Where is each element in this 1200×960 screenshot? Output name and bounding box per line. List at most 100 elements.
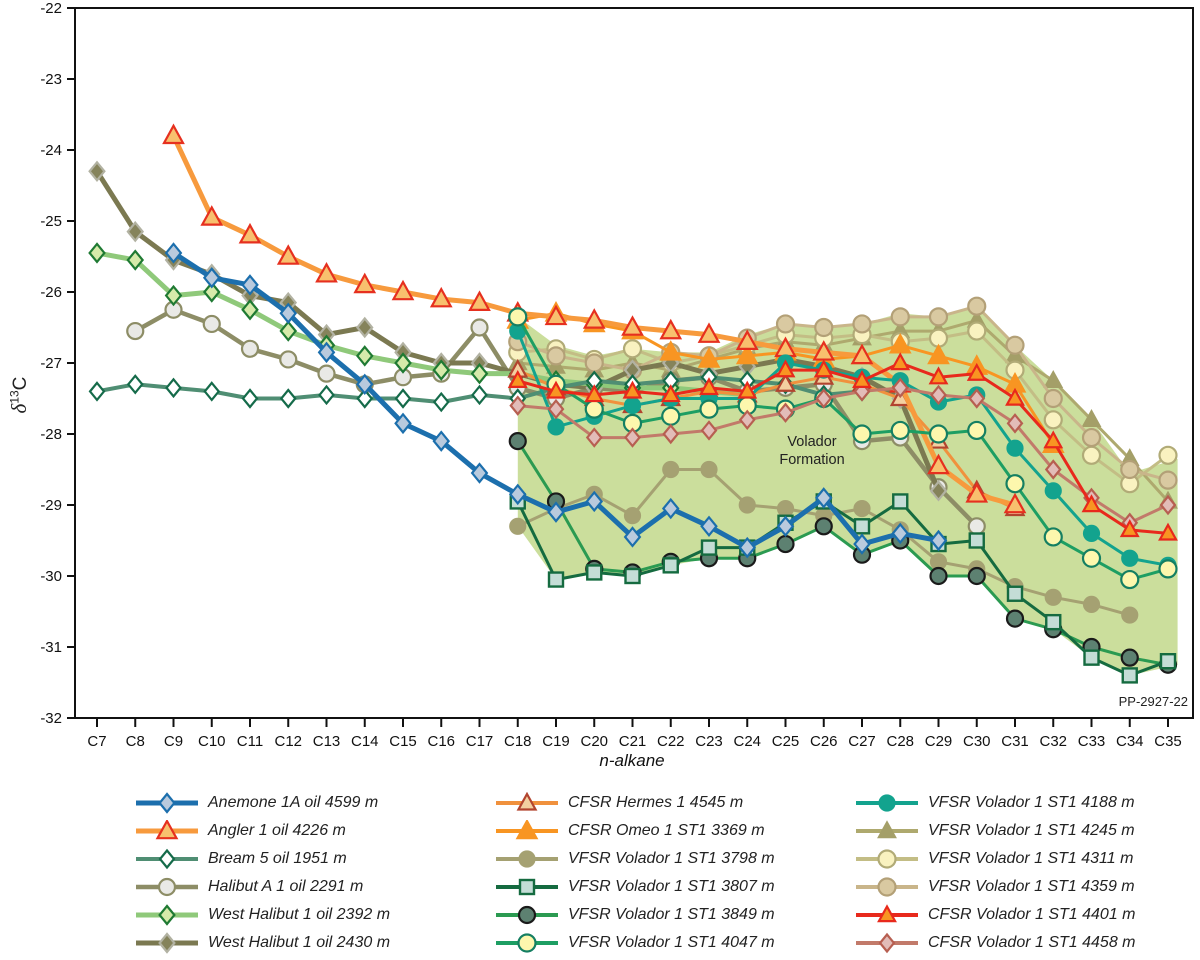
circle-marker: [1005, 335, 1025, 355]
legend-item-vfsr-volador-1-st1-3807-m: VFSR Volador 1 ST1 3807 m: [495, 873, 775, 901]
triangle-marker: [276, 244, 300, 265]
x-tick-label: C35: [1154, 733, 1182, 750]
y-tick-label: -22: [40, 0, 62, 17]
diamond-marker: [394, 352, 412, 374]
diamond-marker: [88, 242, 106, 264]
y-tick-label: -23: [40, 71, 62, 88]
x-tick-label: C17: [466, 733, 494, 750]
diamond-marker: [1006, 413, 1024, 434]
legend-sample: [856, 849, 918, 869]
legend-item-vfsr-volador-1-st1-4188-m: VFSR Volador 1 ST1 4188 m: [855, 789, 1136, 817]
diamond-marker: [126, 374, 144, 395]
x-tick-label: C30: [963, 733, 991, 750]
chart-plot-area: -22 -23 -24 -25 -26 -27 -28 -29 -30 -31 -32 C7 C8 C9 C…: [40, 0, 1194, 750]
triangle-marker: [1003, 492, 1027, 514]
circle-marker: [877, 849, 897, 869]
triangle-marker: [353, 272, 377, 294]
x-tick-label: C18: [504, 733, 532, 750]
diamond-marker: [158, 932, 176, 954]
diamond-marker: [547, 501, 565, 523]
triangle-marker: [507, 369, 528, 388]
legend-sample: [496, 792, 558, 811]
x-tick-label: C19: [542, 733, 570, 750]
circle-marker: [1120, 569, 1140, 590]
square-marker: [968, 532, 985, 549]
circle-marker: [546, 346, 566, 366]
legend-item-vfsr-volador-1-st1-3798-m: VFSR Volador 1 ST1 3798 m: [495, 845, 775, 873]
legend-label: Halibut A 1 oil 2291 m: [208, 878, 364, 895]
x-tick-label: C32: [1039, 733, 1067, 750]
x-tick-label: C7: [87, 733, 106, 750]
diamond-marker: [661, 497, 680, 520]
formation-region-shading: [517, 306, 1178, 676]
legend-item-vfsr-volador-1-st1-3849-m: VFSR Volador 1 ST1 3849 m: [495, 901, 775, 929]
y-axis-title: δ13C: [7, 335, 37, 455]
diamond-marker: [891, 377, 909, 399]
legend-column-3: VFSR Volador 1 ST1 4188 m VFSR Volador 1 …: [855, 789, 1136, 957]
legend-label: Angler 1 oil 4226 m: [208, 822, 346, 839]
diamond-marker: [394, 412, 412, 435]
diamond-marker: [355, 316, 374, 339]
legend-sample: [496, 820, 558, 840]
triangle-marker: [1119, 519, 1140, 538]
legend-label: VFSR Volador 1 ST1 3807 m: [568, 878, 775, 895]
circle-marker: [1082, 524, 1101, 543]
legend-label: VFSR Volador 1 ST1 4311 m: [928, 850, 1134, 867]
diamond-marker: [776, 515, 795, 538]
circle-marker: [1082, 595, 1101, 614]
volador-formation-annotation: Volador Formation: [732, 433, 892, 469]
circle-marker: [202, 314, 221, 334]
triangle-marker: [238, 222, 262, 244]
x-tick-label: C27: [848, 733, 876, 750]
triangle-marker: [659, 340, 683, 361]
square-marker: [547, 571, 565, 588]
x-tick-label: C24: [733, 733, 761, 750]
circle-marker: [738, 496, 756, 514]
legend-item-cfsr-volador-1-st1-4458-m: CFSR Volador 1 ST1 4458 m: [855, 929, 1136, 957]
circle-marker: [1006, 439, 1024, 457]
triangle-marker: [162, 123, 185, 145]
diamond-marker: [279, 320, 298, 342]
triangle-marker: [515, 820, 539, 840]
circle-marker: [1044, 588, 1062, 606]
circle-marker: [661, 406, 681, 426]
triangle-marker: [546, 380, 566, 399]
circle-marker: [279, 350, 298, 369]
isotope-13-superscript: 13: [7, 390, 22, 404]
circle-marker: [1121, 549, 1139, 567]
triangle-marker: [775, 359, 796, 378]
x-tick-label: C15: [389, 733, 417, 750]
circle-marker: [699, 399, 719, 419]
diamond-marker: [203, 381, 221, 402]
legend-column-2: CFSR Hermes 1 4545 m CFSR Omeo 1 ST1 3369…: [495, 789, 775, 957]
legend-item-west-halibut-1-oil-2430-m: West Halibut 1 oil 2430 m: [135, 929, 390, 957]
triangle-marker: [877, 820, 897, 839]
diamond-marker: [432, 430, 451, 452]
circle-marker: [878, 794, 896, 812]
y-tick-label: -30: [40, 568, 62, 585]
circle-marker: [518, 850, 536, 868]
delta-symbol: δ: [7, 403, 31, 414]
diamond-marker: [126, 220, 145, 243]
diamond-marker: [930, 384, 947, 406]
triangle-marker: [965, 482, 989, 503]
legend-label: VFSR Volador 1 ST1 3849 m: [568, 906, 775, 923]
circle-marker: [240, 339, 260, 358]
legend-item-bream-5-oil-1951-m: Bream 5 oil 1951 m: [135, 845, 390, 873]
legend-item-anemone-1a-oil-4599-m: Anemone 1A oil 4599 m: [135, 789, 390, 817]
circle-marker: [662, 460, 680, 479]
circle-marker: [1005, 474, 1025, 494]
legend-label: CFSR Volador 1 ST1 4458 m: [928, 934, 1136, 951]
square-marker: [1006, 585, 1024, 602]
circle-marker: [623, 507, 642, 525]
diamond-marker: [355, 345, 374, 367]
legend-label: VFSR Volador 1 ST1 4188 m: [928, 794, 1135, 811]
legend-sample: [496, 933, 558, 953]
legend-sample: [136, 877, 198, 897]
x-tick-label: C33: [1078, 733, 1106, 750]
triangle-marker: [813, 359, 834, 378]
series-anemone-1a-oil-4599-m: [164, 242, 948, 559]
x-tick-label: C11: [237, 733, 263, 750]
annotation-line2: Formation: [779, 452, 845, 468]
triangle-marker: [890, 352, 911, 371]
